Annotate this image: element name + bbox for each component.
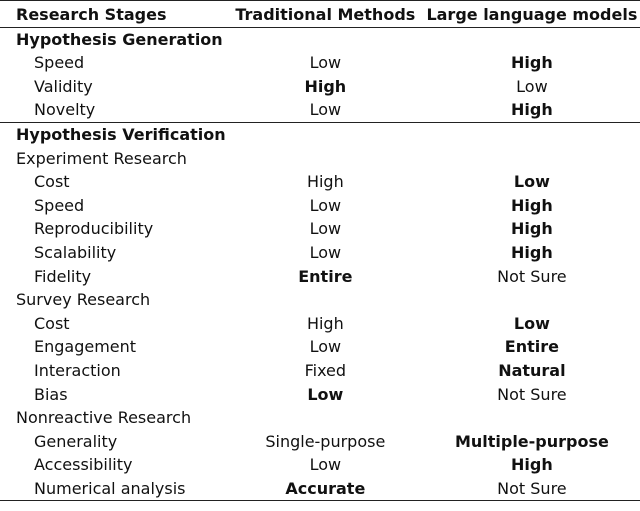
criterion-label: Speed bbox=[34, 195, 85, 215]
llm-value: Entire bbox=[504, 337, 559, 357]
llm-value: High bbox=[511, 100, 553, 120]
llm-value: High bbox=[511, 455, 553, 475]
table-row: Engagement Low Entire bbox=[0, 335, 640, 359]
criterion-label: Cost bbox=[34, 172, 70, 192]
header-traditional-methods: Traditional Methods bbox=[226, 0, 424, 28]
criterion-label: Engagement bbox=[34, 337, 137, 357]
llm-value: High bbox=[511, 195, 553, 215]
llm-value: Not Sure bbox=[423, 476, 640, 502]
criterion-label: Reproducibility bbox=[34, 219, 154, 239]
criterion-label: Numerical analysis bbox=[0, 476, 227, 502]
criterion-label: Cost bbox=[34, 313, 70, 333]
traditional-value: Low bbox=[307, 384, 344, 404]
table-row: Reproducibility Low High bbox=[0, 217, 640, 241]
criterion-label: Speed bbox=[34, 53, 85, 73]
table-row: Accessibility Low High bbox=[0, 453, 640, 477]
traditional-value: High bbox=[306, 172, 344, 192]
llm-value: Low bbox=[513, 313, 550, 333]
criterion-label: Bias bbox=[34, 384, 68, 404]
subsection-row: Experiment Research bbox=[0, 147, 640, 171]
subsection-label: Survey Research bbox=[16, 290, 151, 310]
traditional-value: Fixed bbox=[304, 360, 347, 380]
header-large-language-models: Large language models bbox=[423, 0, 640, 28]
traditional-value: High bbox=[304, 76, 347, 96]
llm-value: High bbox=[511, 53, 553, 73]
criterion-label: Scalability bbox=[34, 242, 117, 262]
table-header-row: Research Stages Traditional Methods Larg… bbox=[0, 0, 640, 28]
criterion-label: Validity bbox=[34, 76, 93, 96]
criterion-label: Fidelity bbox=[34, 266, 92, 286]
table-row: Speed Low High bbox=[0, 194, 640, 218]
traditional-value: Low bbox=[309, 100, 342, 120]
traditional-value: Low bbox=[309, 195, 342, 215]
subsection-row: Nonreactive Research bbox=[0, 406, 640, 430]
traditional-value: Low bbox=[309, 242, 342, 262]
section-row: Hypothesis Generation bbox=[0, 26, 640, 52]
traditional-value: Accurate bbox=[226, 476, 424, 502]
traditional-value: High bbox=[306, 313, 344, 333]
table-row: Numerical analysis Accurate Not Sure bbox=[0, 476, 640, 502]
llm-value: Natural bbox=[498, 360, 566, 380]
table-body: Hypothesis Generation Speed Low High Validit… bbox=[0, 26, 640, 502]
table-row: Cost High Low bbox=[0, 170, 640, 194]
traditional-value: Low bbox=[309, 455, 342, 475]
table-row: Interaction Fixed Natural bbox=[0, 359, 640, 383]
llm-value: Not Sure bbox=[497, 384, 567, 404]
criterion-label: Novelty bbox=[34, 100, 96, 120]
table-row: Validity High Low bbox=[0, 75, 640, 99]
traditional-value: Entire bbox=[298, 266, 353, 286]
criterion-label: Generality bbox=[34, 431, 118, 451]
traditional-value: Low bbox=[309, 53, 342, 73]
traditional-value: Single-purpose bbox=[265, 431, 386, 451]
table-row: Scalability Low High bbox=[0, 241, 640, 265]
section-row: Hypothesis Verification bbox=[0, 121, 640, 147]
section-label: Hypothesis Generation bbox=[0, 26, 640, 52]
table-row: Generality Single-purpose Multiple-purpose bbox=[0, 430, 640, 454]
llm-value: Not Sure bbox=[497, 266, 567, 286]
llm-value: Low bbox=[516, 76, 548, 96]
subsection-label: Nonreactive Research bbox=[16, 408, 192, 428]
llm-value: High bbox=[511, 242, 553, 262]
subsection-row: Survey Research bbox=[0, 288, 640, 312]
table-row: Novelty Low High bbox=[0, 98, 640, 122]
llm-value: Multiple-purpose bbox=[454, 431, 609, 451]
traditional-value: Low bbox=[309, 337, 342, 357]
table-row: Speed Low High bbox=[0, 51, 640, 75]
traditional-value: Low bbox=[309, 219, 342, 239]
subsection-label: Experiment Research bbox=[16, 148, 187, 168]
criterion-label: Interaction bbox=[34, 360, 121, 380]
section-label: Hypothesis Verification bbox=[0, 121, 640, 147]
table-row: Fidelity Entire Not Sure bbox=[0, 265, 640, 289]
criterion-label: Accessibility bbox=[34, 455, 133, 475]
table-row: Bias Low Not Sure bbox=[0, 383, 640, 407]
table-row: Cost High Low bbox=[0, 312, 640, 336]
llm-value: High bbox=[511, 219, 553, 239]
header-research-stages: Research Stages bbox=[0, 0, 227, 28]
llm-value: Low bbox=[513, 172, 550, 192]
